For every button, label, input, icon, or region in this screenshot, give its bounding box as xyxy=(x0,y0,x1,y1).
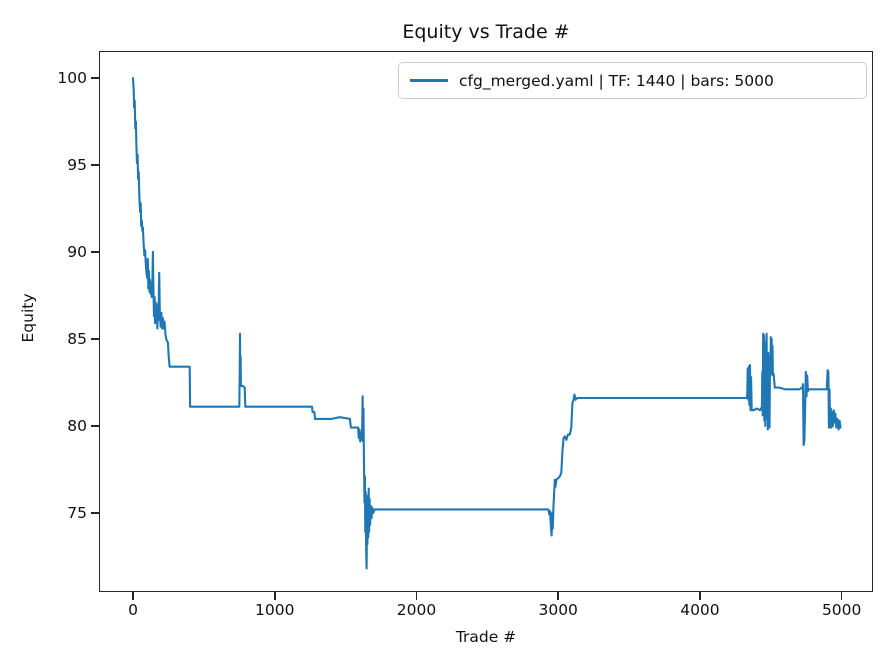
x-tick-label: 5000 xyxy=(821,601,862,619)
x-tick-label: 1000 xyxy=(255,601,295,619)
equity-line-series xyxy=(131,76,842,570)
y-tick-mark xyxy=(91,77,99,79)
y-tick-label: 75 xyxy=(67,503,87,522)
x-tick-label: 3000 xyxy=(538,601,578,619)
x-tick-mark xyxy=(699,592,701,600)
x-tick-mark xyxy=(557,592,559,600)
y-tick-mark xyxy=(91,164,99,166)
x-tick-label: 2000 xyxy=(396,601,437,619)
y-tick-label: 100 xyxy=(57,68,87,87)
legend: cfg_merged.yaml | TF: 1440 | bars: 5000 xyxy=(398,62,867,99)
y-tick-label: 90 xyxy=(67,242,87,261)
y-tick-label: 80 xyxy=(67,416,87,435)
x-tick-label: 0 xyxy=(128,601,138,619)
x-axis-label: Trade # xyxy=(455,628,517,646)
legend-line-sample-icon xyxy=(410,79,448,82)
x-tick-mark xyxy=(840,592,843,600)
x-tick-mark xyxy=(415,592,418,600)
y-tick-label: 95 xyxy=(67,155,87,174)
y-tick-label: 85 xyxy=(67,329,87,348)
y-tick-mark xyxy=(91,338,99,340)
y-tick-mark xyxy=(91,425,99,427)
x-tick-mark xyxy=(132,592,134,600)
axes-frame xyxy=(99,51,873,592)
x-tick-mark xyxy=(273,592,276,600)
chart-title: Equity vs Trade # xyxy=(402,21,570,43)
legend-entry-label: cfg_merged.yaml | TF: 1440 | bars: 5000 xyxy=(459,71,774,90)
x-tick-label: 4000 xyxy=(680,601,720,619)
y-tick-mark xyxy=(91,251,99,253)
y-tick-mark xyxy=(91,512,99,514)
y-axis-label: Equity xyxy=(19,293,37,343)
